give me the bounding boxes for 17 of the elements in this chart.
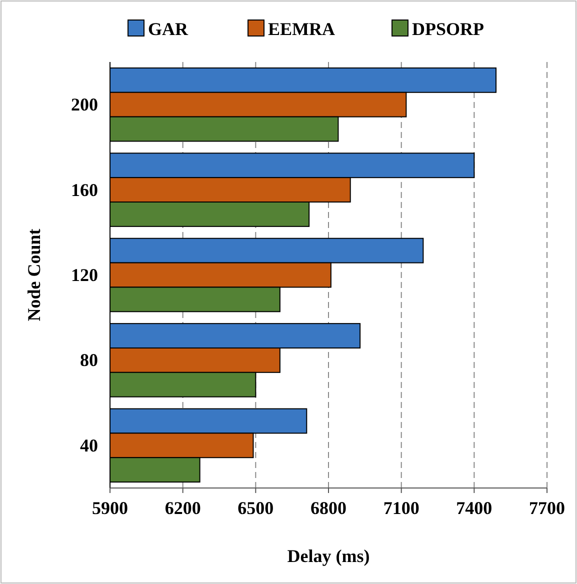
y-axis-title: Node Count	[24, 228, 44, 322]
y-tick-label: 160	[71, 180, 98, 200]
x-axis-title: Delay (ms)	[287, 546, 370, 566]
legend-label: DPSORP	[412, 19, 484, 39]
y-tick-label: 120	[71, 265, 98, 285]
x-tick-label: 5900	[92, 498, 128, 518]
y-tick-label: 200	[71, 94, 98, 115]
x-tick-label: 7400	[456, 498, 492, 518]
y-tick-label: 40	[80, 435, 98, 456]
x-tick-label: 7100	[383, 498, 420, 518]
x-tick-label: 6500	[238, 498, 274, 518]
x-tick-label: 6200	[164, 498, 201, 518]
x-tick-label: 7700	[529, 498, 565, 518]
x-tick-label: 6800	[310, 498, 346, 518]
legend-label: GAR	[148, 19, 189, 39]
y-tick-label: 80	[80, 350, 98, 370]
legend-label: EEMRA	[268, 19, 335, 39]
